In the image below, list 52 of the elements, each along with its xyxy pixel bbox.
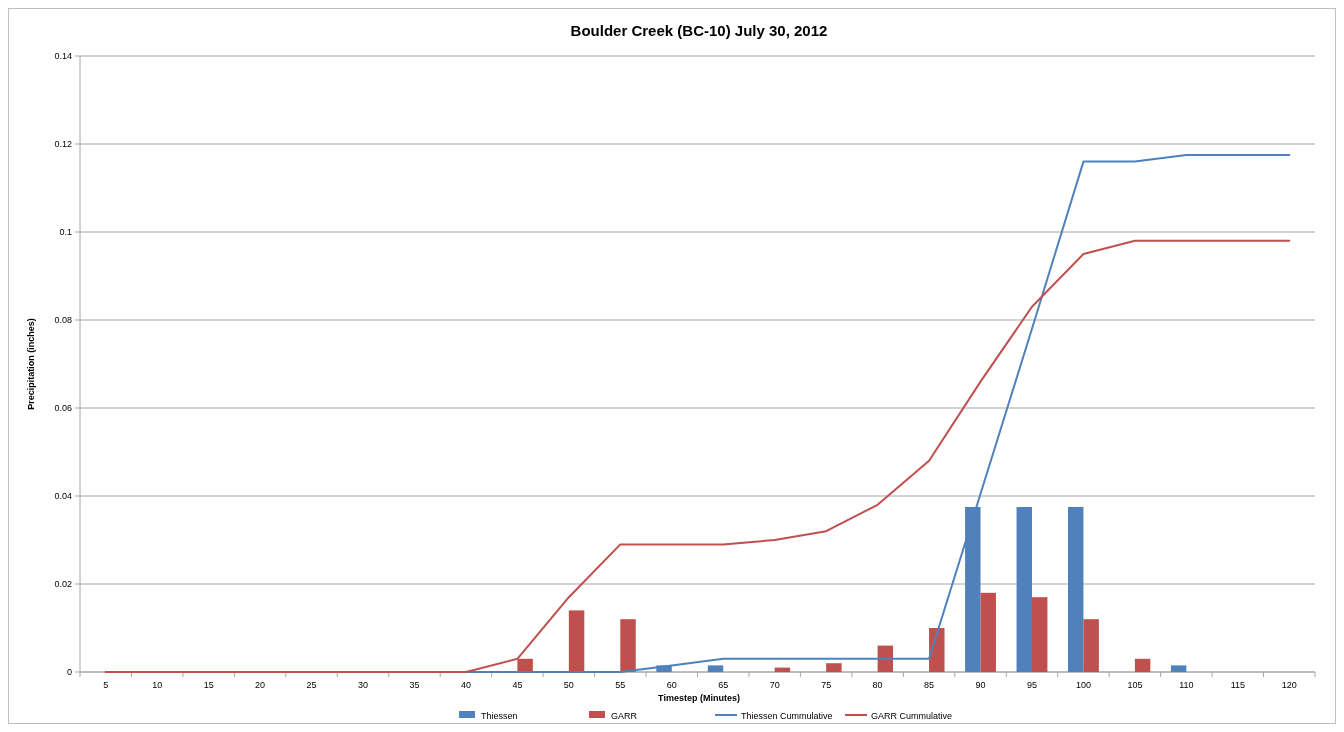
bar (1134, 658, 1151, 672)
x-tick-label: 85 (924, 680, 935, 690)
y-tick-label: 0 (66, 667, 72, 678)
bar (929, 628, 945, 672)
bar (980, 592, 996, 672)
x-tick-label: 5 (103, 680, 109, 690)
x-tick-label: 40 (460, 680, 471, 690)
x-tick-label: 120 (1281, 680, 1297, 690)
y-tick-label: 0.06 (54, 403, 72, 414)
x-tick-label: 100 (1075, 680, 1091, 690)
x-tick-label: 65 (718, 680, 729, 690)
x-tick-label: 15 (203, 680, 214, 690)
bar (707, 665, 724, 672)
legend-label: Thiessen (481, 711, 518, 721)
x-axis-title: Timestep (Minutes) (658, 693, 740, 703)
x-tick-label: 50 (563, 680, 574, 690)
x-tick-label: 105 (1127, 680, 1143, 690)
bar (1170, 665, 1187, 672)
y-tick-label: 0.14 (54, 51, 72, 62)
x-tick-label: 110 (1179, 680, 1194, 690)
bar (1016, 507, 1032, 672)
x-tick-label: 80 (872, 680, 883, 690)
x-tick-label: 55 (615, 680, 626, 690)
y-tick-label: 0.1 (59, 227, 72, 238)
legend-label: GARR (611, 711, 638, 721)
y-tick-label: 0.12 (54, 139, 72, 150)
x-tick-label: 25 (306, 680, 317, 690)
y-tick-label: 0.08 (54, 315, 72, 326)
line-series (104, 239, 1291, 673)
bar (1083, 619, 1099, 672)
x-tick-label: 75 (821, 680, 832, 690)
bar (620, 619, 636, 672)
x-tick-label: 20 (255, 680, 266, 690)
x-tick-label: 115 (1230, 680, 1245, 690)
bar (568, 610, 585, 672)
bar (1068, 507, 1084, 672)
y-tick-label: 0.02 (54, 579, 72, 590)
bar (1031, 597, 1048, 672)
x-tick-label: 45 (512, 680, 523, 690)
legend-label: Thiessen Cummulative (741, 711, 833, 721)
y-axis-title: Precipitation (inches) (26, 318, 36, 410)
x-tick-label: 95 (1026, 680, 1037, 690)
y-tick-label: 0.04 (54, 491, 72, 502)
chart-title: Boulder Creek (BC-10) July 30, 2012 (570, 22, 828, 39)
x-tick-label: 10 (152, 680, 163, 690)
x-tick-label: 70 (769, 680, 780, 690)
x-tick-label: 35 (409, 680, 420, 690)
legend-label: GARR Cummulative (871, 711, 953, 721)
bar (826, 663, 842, 672)
x-tick-label: 90 (975, 680, 986, 690)
x-tick-label: 30 (358, 680, 369, 690)
x-tick-label: 60 (666, 680, 677, 690)
